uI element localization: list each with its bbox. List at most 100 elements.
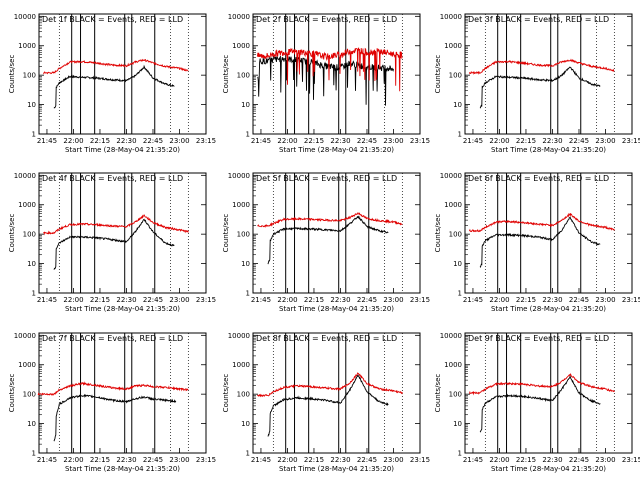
x-tick-label: 22:00 [277,296,297,304]
y-axis-label: Counts/sec [434,214,442,253]
series-line-events [479,66,601,109]
y-axis-label: Counts/sec [222,214,230,253]
x-tick-label: 22:45 [569,296,589,304]
y-tick-label: 100 [23,72,36,80]
panel-title: Det 7f BLACK = Events, RED = LLD [42,334,183,343]
y-axis-label: Counts/sec [8,374,16,413]
x-tick-label: 23:00 [383,456,403,464]
y-tick-label: 10 [27,101,36,109]
series-line-events [53,393,177,442]
x-axis-label: Start Time (28-May-04 21:35:20) [491,146,606,154]
y-axis-label: Counts/sec [8,214,16,253]
x-tick-label: 22:00 [489,296,509,304]
y-tick-label: 1 [246,131,250,139]
series-line-events [257,55,394,106]
panel-title: Det 2f BLACK = Events, RED = LLD [256,15,397,24]
x-tick-label: 22:15 [90,296,110,304]
x-tick-label: 21:45 [251,456,271,464]
y-tick-label: 1000 [232,42,250,50]
y-axis-label: Counts/sec [222,55,230,94]
x-tick-label: 22:45 [357,296,377,304]
panel-title: Det 1f BLACK = Events, RED = LLD [42,15,183,24]
y-tick-label: 10 [27,260,36,268]
x-tick-label: 22:45 [569,456,589,464]
x-tick-label: 23:00 [169,456,189,464]
panel-3: Det 3f BLACK = Events, RED = LLD 1 10 100 10… [434,13,640,154]
y-tick-label: 1 [458,131,462,139]
x-tick-label: 21:45 [37,137,57,145]
x-tick-label: 23:00 [595,296,615,304]
y-tick-label: 1 [458,290,462,298]
x-tick-label: 22:15 [516,137,536,145]
series-line-lld [257,212,403,228]
x-tick-label: 22:30 [330,137,350,145]
x-axis-label: Start Time (28-May-04 21:35:20) [65,305,180,313]
y-tick-label: 1000 [444,201,462,209]
x-tick-label: 23:00 [595,137,615,145]
y-tick-label: 10000 [440,172,462,180]
x-tick-label: 23:15 [196,456,216,464]
series-line-events [479,216,601,268]
series-line-lld [256,47,403,92]
y-tick-label: 10000 [228,332,250,340]
series-line-lld [43,214,189,236]
x-tick-label: 22:15 [304,137,324,145]
series-line-lld [468,373,615,396]
x-tick-label: 22:30 [116,456,136,464]
panel-4: Det 4f BLACK = Events, RED = LLD 1 10 100 10… [8,172,216,313]
series-line-lld [468,212,615,233]
y-tick-label: 1 [32,290,36,298]
x-tick-label: 21:45 [463,456,483,464]
y-tick-label: 10000 [228,13,250,21]
y-tick-label: 1000 [232,361,250,369]
x-tick-label: 23:00 [169,296,189,304]
plot-frame [38,332,207,454]
y-tick-label: 10 [241,101,250,109]
x-axis-label: Start Time (28-May-04 21:35:20) [491,305,606,313]
y-tick-label: 1000 [18,42,36,50]
plot-frame [252,172,421,294]
y-axis-label: Counts/sec [222,374,230,413]
x-tick-label: 22:45 [569,137,589,145]
x-tick-label: 22:30 [116,296,136,304]
y-tick-label: 10 [453,420,462,428]
panel-5: Det 5f BLACK = Events, RED = LLD 1 10 100 10… [222,172,430,313]
series-line-events [53,64,175,109]
y-axis-label: Counts/sec [8,55,16,94]
x-tick-label: 23:15 [196,137,216,145]
x-tick-label: 22:00 [277,137,297,145]
x-tick-label: 21:45 [251,296,271,304]
y-tick-label: 1000 [444,361,462,369]
y-tick-label: 1000 [18,201,36,209]
x-tick-label: 22:00 [63,456,83,464]
x-tick-label: 22:30 [542,296,562,304]
x-tick-label: 22:00 [63,137,83,145]
x-tick-label: 22:15 [90,456,110,464]
y-tick-label: 1 [246,290,250,298]
panel-2: Det 2f BLACK = Events, RED = LLD 1 10 100 10… [222,13,430,154]
x-tick-label: 21:45 [37,456,57,464]
plot-frame [464,332,633,454]
x-tick-label: 22:45 [143,456,163,464]
panel-title: Det 4f BLACK = Events, RED = LLD [42,174,183,183]
plot-frame [38,13,207,135]
panel-1: Det 1f BLACK = Events, RED = LLD 1 10 100 10… [8,13,216,154]
x-tick-label: 22:30 [542,456,562,464]
series-line-events [53,218,175,270]
x-tick-label: 22:45 [143,296,163,304]
x-tick-label: 22:45 [357,137,377,145]
series-line-events [267,215,389,265]
x-tick-label: 23:15 [410,456,430,464]
y-tick-label: 1000 [18,361,36,369]
y-tick-label: 10000 [14,332,36,340]
y-tick-label: 10 [241,420,250,428]
x-axis-label: Start Time (28-May-04 21:35:20) [279,305,394,313]
x-tick-label: 22:30 [116,137,136,145]
plot-frame [252,332,421,454]
y-tick-label: 100 [449,391,462,399]
x-tick-label: 23:00 [383,137,403,145]
y-tick-label: 10000 [14,13,36,21]
x-tick-label: 22:30 [542,137,562,145]
y-tick-label: 10 [453,101,462,109]
panel-title: Det 9f BLACK = Events, RED = LLD [468,334,609,343]
